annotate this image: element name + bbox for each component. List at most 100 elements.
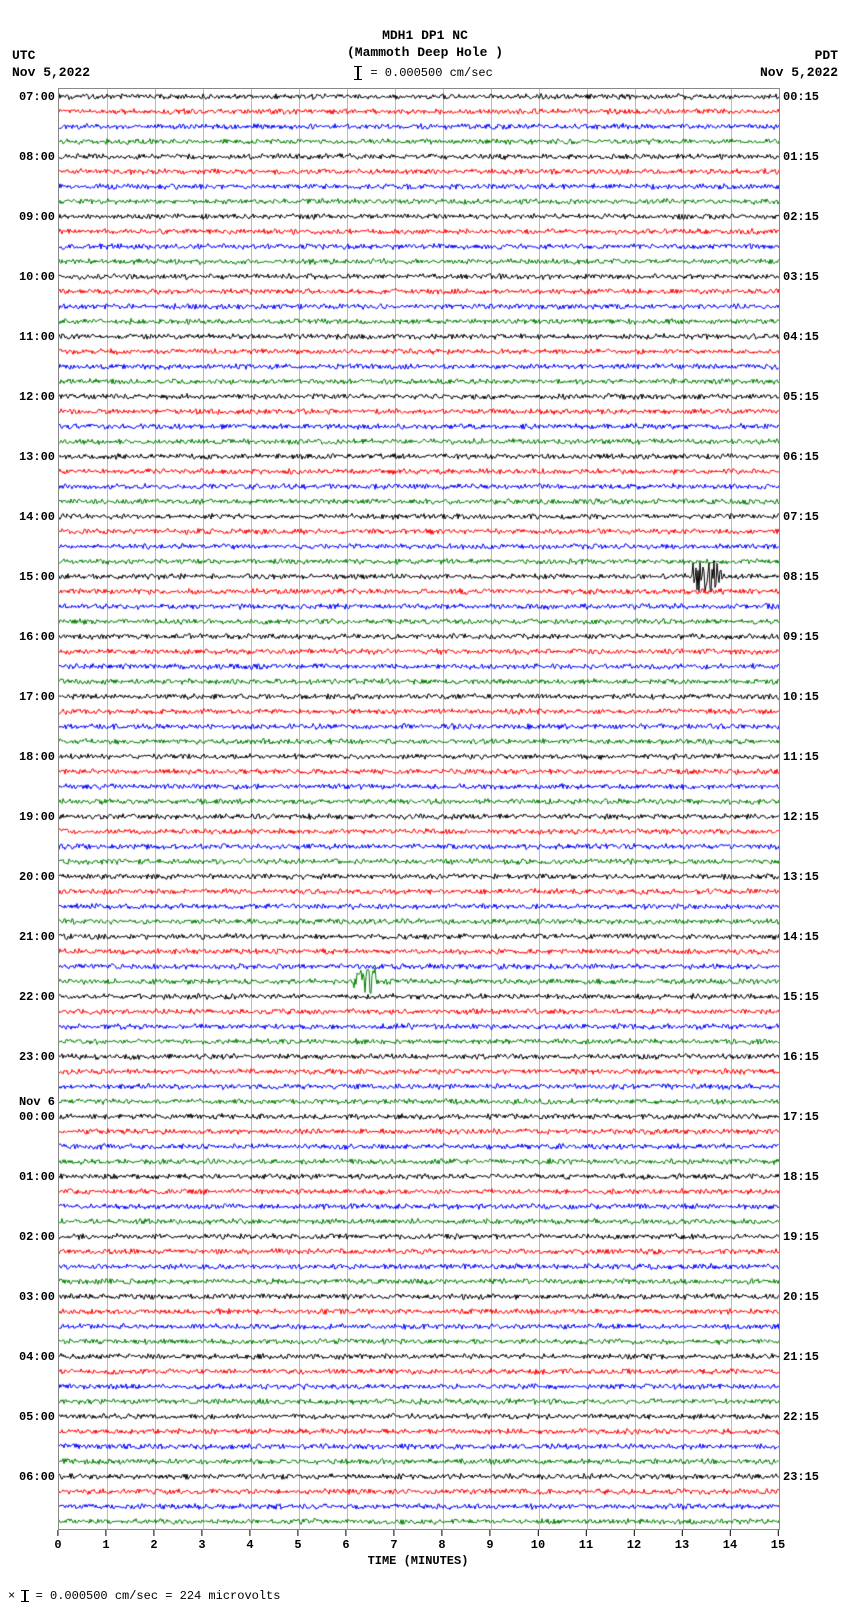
scale-bar-icon: [357, 66, 359, 80]
helicorder-plot: 07:0000:1508:0001:1509:0002:1510:0003:15…: [58, 88, 780, 1530]
pdt-time-label: 00:15: [783, 90, 819, 104]
x-tick: 7: [390, 1530, 397, 1552]
utc-time-label: 01:00: [19, 1170, 55, 1184]
footer-text: = 0.000500 cm/sec = 224 microvolts: [28, 1589, 280, 1603]
tz-left-label: UTC: [12, 48, 90, 65]
header: MDH1 DP1 NC (Mammoth Deep Hole ): [0, 28, 850, 62]
pdt-time-label: 13:15: [783, 870, 819, 884]
pdt-time-label: 05:15: [783, 390, 819, 404]
pdt-time-label: 17:15: [783, 1110, 819, 1124]
x-tick-label: 0: [54, 1538, 61, 1552]
x-tick-label: 15: [771, 1538, 785, 1552]
utc-time-label: 10:00: [19, 270, 55, 284]
utc-time-label: 16:00: [19, 630, 55, 644]
pdt-time-label: 20:15: [783, 1290, 819, 1304]
utc-time-label: 07:00: [19, 90, 55, 104]
utc-time-label: 02:00: [19, 1230, 55, 1244]
utc-time-label: 15:00: [19, 570, 55, 584]
footer-prefix: ×: [8, 1589, 22, 1603]
utc-time-label: 20:00: [19, 870, 55, 884]
pdt-time-label: 18:15: [783, 1170, 819, 1184]
tick-mark-icon: [201, 1530, 202, 1536]
seismogram-container: MDH1 DP1 NC (Mammoth Deep Hole ) = 0.000…: [0, 0, 850, 1613]
pdt-time-label: 22:15: [783, 1410, 819, 1424]
tick-mark-icon: [345, 1530, 346, 1536]
utc-time-label: 22:00: [19, 990, 55, 1004]
footer-bar-icon: [24, 1590, 26, 1602]
utc-time-label: 12:00: [19, 390, 55, 404]
pdt-time-label: 04:15: [783, 330, 819, 344]
x-tick-label: 6: [342, 1538, 349, 1552]
x-tick: 4: [246, 1530, 253, 1552]
x-axis-label: TIME (MINUTES): [58, 1554, 778, 1568]
x-tick-label: 13: [675, 1538, 689, 1552]
x-tick: 1: [102, 1530, 109, 1552]
tick-mark-icon: [730, 1530, 731, 1536]
utc-time-label: 23:00: [19, 1050, 55, 1064]
pdt-time-label: 19:15: [783, 1230, 819, 1244]
tick-mark-icon: [538, 1530, 539, 1536]
pdt-time-label: 09:15: [783, 630, 819, 644]
pdt-time-label: 23:15: [783, 1470, 819, 1484]
tick-mark-icon: [393, 1530, 394, 1536]
x-tick: 3: [198, 1530, 205, 1552]
pdt-time-label: 12:15: [783, 810, 819, 824]
utc-time-label: 13:00: [19, 450, 55, 464]
pdt-time-label: 03:15: [783, 270, 819, 284]
utc-time-label: 05:00: [19, 1410, 55, 1424]
tick-mark-icon: [441, 1530, 442, 1536]
tick-mark-icon: [105, 1530, 106, 1536]
tick-mark-icon: [297, 1530, 298, 1536]
timezone-left: UTC Nov 5,2022: [12, 48, 90, 82]
x-tick: 15: [771, 1530, 785, 1552]
utc-time-label: 04:00: [19, 1350, 55, 1364]
tz-right-label: PDT: [760, 48, 838, 65]
tick-mark-icon: [682, 1530, 683, 1536]
x-axis: TIME (MINUTES) 0123456789101112131415: [58, 1530, 778, 1570]
pdt-time-label: 01:15: [783, 150, 819, 164]
x-tick-label: 9: [486, 1538, 493, 1552]
utc-time-label: 11:00: [19, 330, 55, 344]
utc-time-label: 09:00: [19, 210, 55, 224]
x-tick-label: 14: [723, 1538, 737, 1552]
x-tick-label: 8: [438, 1538, 445, 1552]
pdt-time-label: 11:15: [783, 750, 819, 764]
utc-time-label: 00:00: [19, 1110, 55, 1124]
x-tick: 8: [438, 1530, 445, 1552]
tick-mark-icon: [586, 1530, 587, 1536]
pdt-time-label: 02:15: [783, 210, 819, 224]
x-tick-label: 12: [627, 1538, 641, 1552]
pdt-time-label: 07:15: [783, 510, 819, 524]
x-tick: 13: [675, 1530, 689, 1552]
x-tick: 9: [486, 1530, 493, 1552]
utc-time-label: 06:00: [19, 1470, 55, 1484]
utc-time-label: 14:00: [19, 510, 55, 524]
x-tick-label: 11: [579, 1538, 593, 1552]
pdt-time-label: 16:15: [783, 1050, 819, 1064]
trace-row: [59, 1514, 779, 1529]
timezone-right: PDT Nov 5,2022: [760, 48, 838, 82]
utc-time-label: 17:00: [19, 690, 55, 704]
pdt-time-label: 15:15: [783, 990, 819, 1004]
tick-mark-icon: [778, 1530, 779, 1536]
x-tick: 10: [531, 1530, 545, 1552]
tick-mark-icon: [153, 1530, 154, 1536]
utc-time-label: 08:00: [19, 150, 55, 164]
pdt-time-label: 06:15: [783, 450, 819, 464]
footer-scale: × = 0.000500 cm/sec = 224 microvolts: [8, 1589, 280, 1603]
x-tick: 14: [723, 1530, 737, 1552]
x-tick: 0: [54, 1530, 61, 1552]
x-tick-label: 7: [390, 1538, 397, 1552]
station-location: (Mammoth Deep Hole ): [0, 45, 850, 62]
utc-time-label: 21:00: [19, 930, 55, 944]
tick-mark-icon: [249, 1530, 250, 1536]
tick-mark-icon: [489, 1530, 490, 1536]
x-tick: 11: [579, 1530, 593, 1552]
utc-time-label: Nov 6: [19, 1095, 55, 1109]
x-tick-label: 2: [150, 1538, 157, 1552]
x-tick-label: 5: [294, 1538, 301, 1552]
x-tick-label: 4: [246, 1538, 253, 1552]
x-tick: 6: [342, 1530, 349, 1552]
pdt-time-label: 08:15: [783, 570, 819, 584]
x-tick-label: 1: [102, 1538, 109, 1552]
